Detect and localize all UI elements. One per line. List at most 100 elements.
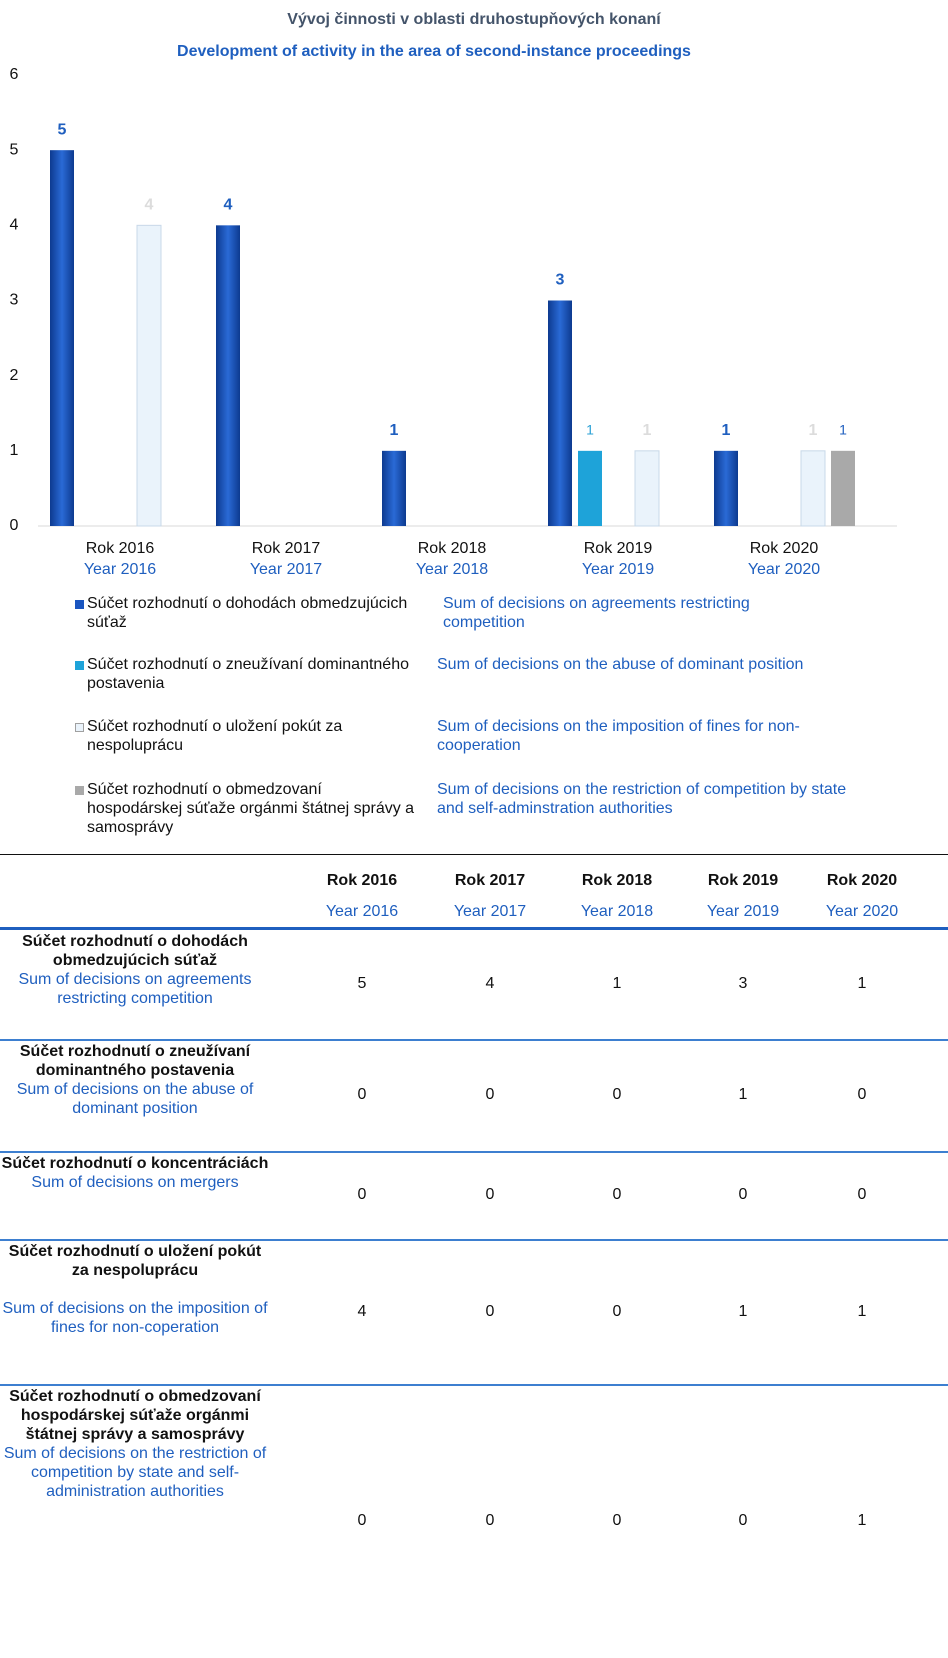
- cell-value: 1: [612, 975, 622, 992]
- row-label: Súčet rozhodnutí o obmedzovaní hospodárs…: [0, 1387, 270, 1501]
- cell-value: 0: [357, 1511, 367, 1529]
- cell-value: 0: [857, 1086, 867, 1103]
- x-tick-label-en: Year 2019: [582, 561, 654, 578]
- cell-value: 0: [857, 1186, 867, 1203]
- cell-value: 4: [485, 975, 495, 992]
- legend-label: Súčet rozhodnutí o uložení pokút za nesp…: [87, 718, 343, 754]
- y-tick-label: 5: [10, 141, 19, 158]
- row-label-en: Sum of decisions on mergers: [31, 1174, 239, 1191]
- data-label: 1: [722, 422, 731, 439]
- x-tick-label: Rok 2018: [418, 540, 487, 557]
- table-top-rule: [0, 854, 948, 855]
- cell-value: 0: [357, 1186, 367, 1203]
- x-tick-label-en: Year 2016: [84, 561, 156, 578]
- data-label: 3: [556, 272, 565, 289]
- x-tick-label-en: Year 2018: [416, 561, 488, 578]
- cell-value: 5: [357, 975, 367, 992]
- legend-marker: [75, 600, 84, 609]
- row-label: Súčet rozhodnutí o uložení pokút za nesp…: [0, 1242, 270, 1337]
- row-separator: [0, 1039, 948, 1041]
- cell-value: 0: [485, 1302, 495, 1320]
- cell-value: 0: [612, 1086, 622, 1103]
- row-label-sk: Súčet rozhodnutí o zneužívaní dominantné…: [19, 1043, 251, 1079]
- row-separator: [0, 1151, 948, 1153]
- bar: [578, 450, 602, 526]
- bar: [548, 300, 572, 526]
- cell-value: 1: [738, 1302, 748, 1320]
- cell-value: 3: [738, 975, 748, 992]
- legend-marker: [75, 786, 84, 795]
- bar: [800, 450, 826, 527]
- cell-value: 0: [485, 1511, 495, 1529]
- y-tick-label: 3: [10, 292, 19, 309]
- x-tick-label-en: Year 2017: [250, 561, 322, 578]
- data-label: 1: [586, 422, 594, 438]
- cell-value: 0: [357, 1086, 367, 1103]
- y-tick-label: 0: [10, 517, 19, 534]
- bar: [50, 150, 74, 526]
- cell-value: 1: [857, 1511, 867, 1529]
- column-header-en: Year 2016: [325, 903, 399, 920]
- row-label-sk: Súčet rozhodnutí o uložení pokút za nesp…: [8, 1243, 262, 1279]
- legend-label-en: Sum of decisions on the abuse of dominan…: [437, 656, 804, 673]
- header-rule: [0, 927, 948, 930]
- row-label-sk: Súčet rozhodnutí o obmedzovaní hospodárs…: [9, 1388, 261, 1443]
- cell-value: 0: [738, 1186, 748, 1203]
- legend-marker: [75, 661, 84, 670]
- row-separator: [0, 1239, 948, 1241]
- row-label-sk: Súčet rozhodnutí o dohodách obmedzujúcic…: [22, 933, 248, 969]
- cell-value: 0: [612, 1186, 622, 1203]
- row-label-sk: Súčet rozhodnutí o koncentráciách: [1, 1155, 269, 1172]
- bar: [382, 450, 406, 526]
- bar: [216, 225, 240, 527]
- legend-label: Súčet rozhodnutí o zneužívaní dominantné…: [87, 656, 409, 692]
- column-header: Rok 2019: [707, 872, 779, 889]
- legend-label: Súčet rozhodnutí o dohodách obmedzujúcic…: [87, 595, 408, 631]
- row-separator: [0, 1384, 948, 1386]
- row-label: Súčet rozhodnutí o zneužívaní dominantné…: [0, 1042, 270, 1118]
- column-header-en: Year 2020: [825, 903, 899, 920]
- cell-value: 0: [485, 1086, 495, 1103]
- column-header-en: Year 2018: [580, 903, 654, 920]
- column-header: Rok 2018: [581, 872, 653, 889]
- cell-value: 4: [357, 1302, 367, 1320]
- y-tick-label: 6: [10, 66, 19, 83]
- cell-value: 1: [857, 1302, 867, 1320]
- cell-value: 0: [738, 1511, 748, 1529]
- row-label-en: Sum of decisions on the restriction of c…: [3, 1445, 267, 1500]
- x-tick-label: Rok 2019: [584, 540, 653, 557]
- cell-value: 1: [738, 1086, 748, 1103]
- legend-label-en: Sum of decisions on the restriction of c…: [437, 781, 847, 817]
- column-header: Rok 2016: [326, 872, 398, 889]
- bar: [831, 450, 855, 526]
- row-label-en: Sum of decisions on agreements restricti…: [18, 971, 252, 1007]
- chart-title: Vývoj činnosti v oblasti druhostupňových…: [287, 11, 661, 28]
- y-tick-label: 1: [10, 442, 19, 459]
- data-label: 1: [643, 422, 652, 439]
- x-tick-label: Rok 2016: [86, 540, 155, 557]
- chart: Vývoj činnosti v oblasti druhostupňových…: [10, 11, 897, 578]
- row-label-en: Sum of decisions on the abuse of dominan…: [16, 1081, 254, 1117]
- cell-value: 0: [612, 1302, 622, 1320]
- legend-marker: [75, 723, 84, 732]
- cell-value: 0: [485, 1186, 495, 1203]
- x-tick-label: Rok 2017: [252, 540, 321, 557]
- x-tick-label-en: Year 2020: [748, 561, 820, 578]
- bar: [714, 450, 738, 526]
- x-tick-label: Rok 2020: [750, 540, 819, 557]
- row-label-en: Sum of decisions on the imposition of fi…: [2, 1300, 268, 1336]
- data-label: 4: [224, 197, 233, 214]
- legend-label-en: Sum of decisions on agreements restricti…: [443, 595, 750, 631]
- cell-value: 0: [612, 1511, 622, 1529]
- chart-subtitle: Development of activity in the area of s…: [177, 43, 691, 60]
- column-header-en: Year 2017: [453, 903, 527, 920]
- column-header: Rok 2020: [826, 872, 898, 889]
- y-tick-label: 4: [10, 217, 19, 234]
- y-tick-label: 2: [10, 367, 19, 384]
- column-header: Rok 2017: [454, 872, 526, 889]
- cell-value: 1: [857, 975, 867, 992]
- data-label: 1: [390, 422, 399, 439]
- data-label: 5: [58, 121, 67, 138]
- data-label: 4: [145, 197, 154, 214]
